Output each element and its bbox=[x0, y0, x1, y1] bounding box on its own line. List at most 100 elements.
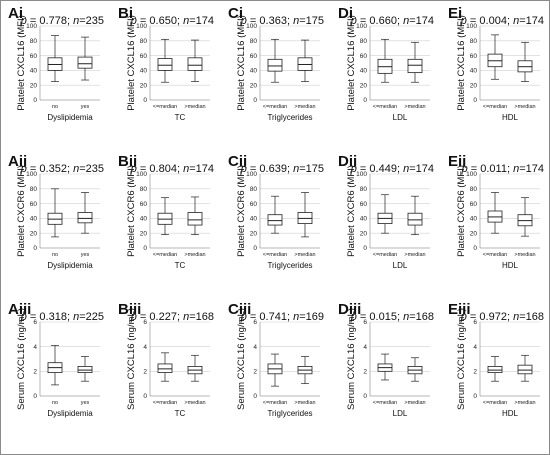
iqr-box bbox=[187, 57, 203, 71]
stat-sep: ; bbox=[397, 311, 403, 323]
box-1 bbox=[377, 38, 393, 83]
y-tick-label: 80 bbox=[250, 186, 258, 193]
stat-text: p = 0.449; n=174 bbox=[350, 163, 434, 175]
p-label: p bbox=[130, 163, 137, 175]
category-label: >median bbox=[184, 400, 205, 406]
n-value: 168 bbox=[526, 311, 544, 323]
x-axis-label: Dyslipidemia bbox=[47, 409, 93, 418]
y-tick-label: 0 bbox=[253, 393, 257, 400]
p-eq: = bbox=[137, 311, 150, 323]
p-eq: = bbox=[247, 311, 260, 323]
category-label: >median bbox=[404, 104, 425, 110]
stat-sep: ; bbox=[177, 311, 183, 323]
y-tick-label: 100 bbox=[26, 171, 37, 178]
p-label: p bbox=[20, 311, 27, 323]
p-value: 0.639 bbox=[259, 163, 287, 175]
n-value: 235 bbox=[86, 163, 104, 175]
n-value: 225 bbox=[86, 311, 104, 323]
y-tick-label: 0 bbox=[473, 393, 477, 400]
y-axis-label: Platelet CXCL16 (MFI) bbox=[16, 15, 27, 111]
stat-text: p = 0.352; n=235 bbox=[20, 163, 104, 175]
y-axis-label: Serum CXCL16 (ng/mL) bbox=[456, 308, 467, 410]
n-eq: = bbox=[79, 311, 85, 323]
p-eq: = bbox=[467, 15, 480, 27]
x-axis-label: LDL bbox=[393, 409, 408, 418]
x-axis-label: Dyslipidemia bbox=[47, 261, 93, 270]
n-eq: = bbox=[299, 15, 305, 27]
box-2 bbox=[187, 354, 203, 382]
iqr-box bbox=[267, 58, 283, 72]
stat-text: p = 0.011; n=174 bbox=[461, 163, 544, 175]
n-label: n bbox=[403, 311, 409, 323]
n-label: n bbox=[403, 15, 409, 27]
y-tick-label: 0 bbox=[33, 393, 37, 400]
box-2 bbox=[517, 41, 533, 82]
p-label: p bbox=[350, 311, 357, 323]
n-value: 235 bbox=[86, 15, 104, 27]
n-eq: = bbox=[409, 163, 415, 175]
iqr-box bbox=[487, 366, 503, 373]
x-axis-label: TC bbox=[175, 113, 186, 122]
category-label: >median bbox=[184, 104, 205, 110]
y-tick-label: 20 bbox=[140, 230, 148, 237]
n-eq: = bbox=[519, 15, 525, 27]
y-tick-label: 0 bbox=[253, 245, 257, 252]
y-tick-label: 100 bbox=[356, 23, 367, 30]
y-tick-label: 0 bbox=[473, 245, 477, 252]
n-eq: = bbox=[79, 163, 85, 175]
category-label: <=median bbox=[373, 252, 397, 258]
n-eq: = bbox=[189, 163, 195, 175]
box-2 bbox=[297, 356, 313, 385]
x-axis-label: LDL bbox=[393, 261, 408, 270]
n-value: 168 bbox=[196, 311, 214, 323]
n-label: n bbox=[293, 311, 299, 323]
p-eq: = bbox=[468, 163, 481, 175]
p-eq: = bbox=[247, 15, 260, 27]
p-label: p bbox=[461, 163, 468, 175]
y-axis-label: Platelet CXCL16 (MFI) bbox=[346, 15, 357, 111]
category-label: yes bbox=[81, 252, 90, 258]
y-tick-label: 20 bbox=[30, 82, 38, 89]
y-axis-label: Platelet CXCL16 (MFI) bbox=[236, 15, 247, 111]
category-label: <=median bbox=[483, 252, 507, 258]
box-1 bbox=[157, 197, 173, 236]
panel-label: Cii bbox=[228, 153, 247, 170]
y-tick-label: 20 bbox=[140, 82, 148, 89]
p-value: 0.778 bbox=[39, 15, 67, 27]
y-tick-label: 2 bbox=[143, 369, 147, 376]
category-label: >median bbox=[514, 104, 535, 110]
category-label: no bbox=[52, 252, 58, 258]
n-label: n bbox=[513, 15, 519, 27]
box-1 bbox=[47, 188, 63, 238]
box-1 bbox=[157, 38, 173, 83]
x-axis-label: TC bbox=[175, 409, 186, 418]
p-label: p bbox=[350, 163, 357, 175]
category-label: yes bbox=[81, 104, 90, 110]
p-eq: = bbox=[357, 311, 370, 323]
box-2 bbox=[77, 192, 93, 234]
iqr-box bbox=[517, 364, 533, 375]
n-value: 175 bbox=[306, 15, 324, 27]
y-axis-label: Platelet CXCL16 (MFI) bbox=[126, 15, 137, 111]
y-tick-label: 60 bbox=[470, 53, 478, 60]
n-label: n bbox=[513, 311, 519, 323]
y-tick-label: 60 bbox=[30, 53, 38, 60]
category-label: <=median bbox=[153, 104, 177, 110]
y-axis-label: Serum CXCL16 (ng/mL) bbox=[16, 308, 27, 410]
n-label: n bbox=[73, 311, 79, 323]
p-value: 0.227 bbox=[149, 311, 177, 323]
y-axis-label: Platelet CXCR6 (MFI) bbox=[126, 165, 137, 257]
category-label: <=median bbox=[263, 104, 287, 110]
y-tick-label: 0 bbox=[143, 245, 147, 252]
box-2 bbox=[407, 41, 423, 83]
n-label: n bbox=[183, 311, 189, 323]
stat-text: p = 0.639; n=175 bbox=[240, 163, 324, 175]
p-eq: = bbox=[247, 163, 260, 175]
category-label: >median bbox=[294, 104, 315, 110]
n-label: n bbox=[183, 15, 189, 27]
n-eq: = bbox=[519, 163, 525, 175]
